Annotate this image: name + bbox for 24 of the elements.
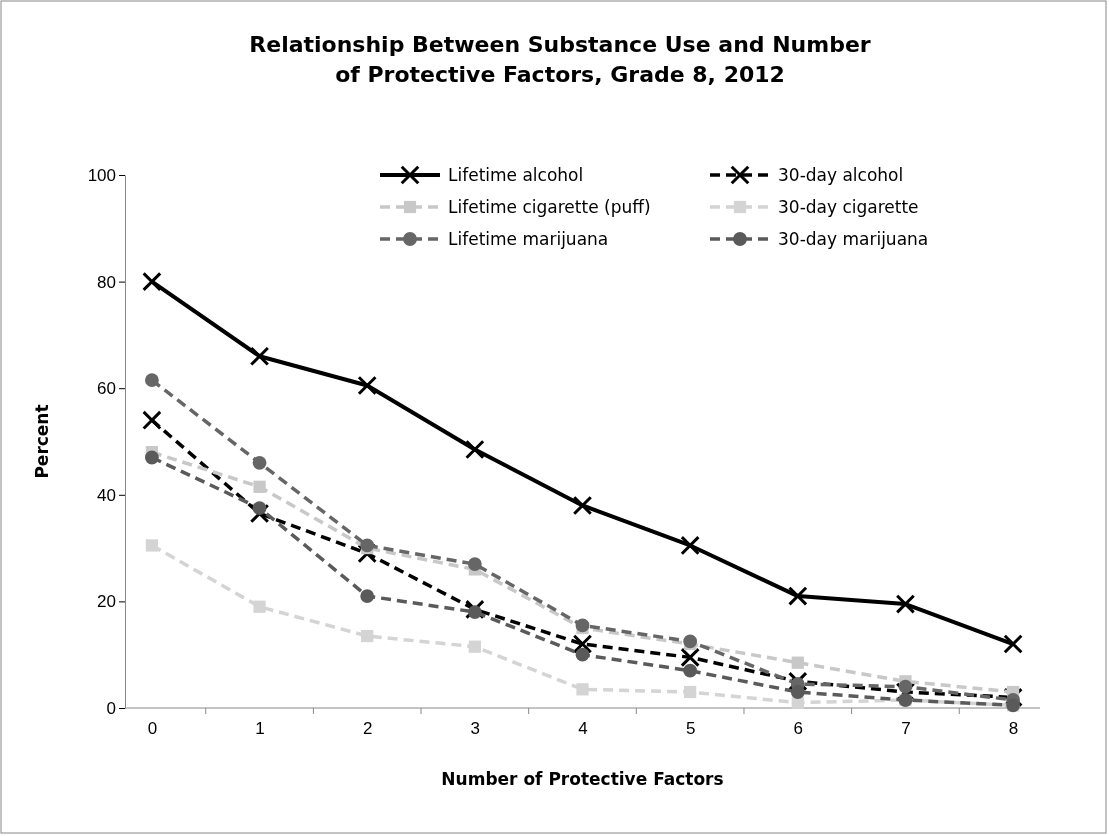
y-tick-label: 100 [87,165,116,185]
y-tick-label: 0 [106,698,116,718]
y-tick-label: 40 [97,485,116,505]
legend-label: 30-day marijuana [778,229,929,249]
y-tick-label: 60 [97,379,116,399]
x-tick-label: 6 [793,719,804,739]
y-axis-title: Percent [32,404,52,479]
x-tick-label: 8 [1008,719,1019,739]
x-axis-title: Number of Protective Factors [441,769,724,789]
y-tick-label: 80 [97,272,116,292]
y-tick-label: 20 [97,592,116,612]
chart-title: Relationship Between Substance Use and Number of Protective Factors, Grade 8, 2012 [249,32,871,87]
legend-label: Lifetime alcohol [448,165,584,185]
x-tick-label: 7 [901,719,911,739]
x-tick-label: 1 [255,719,265,739]
x-tick-label: 5 [685,719,696,739]
legend-label: 30-day cigarette [778,197,919,217]
x-tick-label: 0 [147,719,158,739]
legend-label: 30-day alcohol [778,165,904,185]
legend-label: Lifetime marijuana [448,229,609,249]
x-tick-label: 3 [470,719,481,739]
legend-label: Lifetime cigarette (puff) [448,197,651,217]
x-tick-label: 2 [362,719,373,739]
x-tick-label: 4 [578,719,588,739]
